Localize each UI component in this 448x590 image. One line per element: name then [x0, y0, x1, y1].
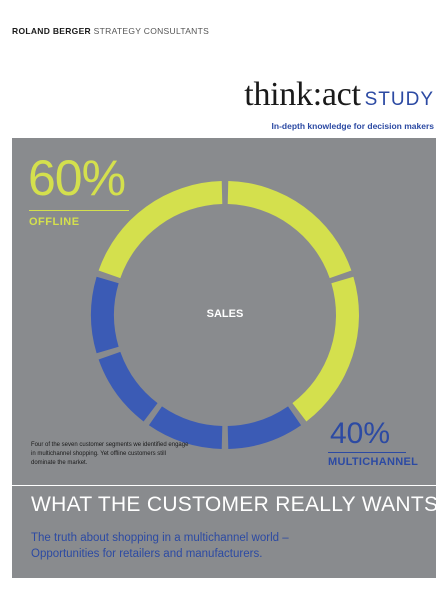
multichannel-percent: 40% — [329, 417, 390, 450]
multichannel-ring-segment — [98, 351, 158, 422]
subtitle-line-1: The truth about shopping in a multichann… — [31, 532, 289, 544]
multichannel-label: MULTICHANNEL — [328, 456, 419, 468]
offline-ring-segment — [98, 181, 223, 279]
multichannel-ring-segment — [91, 276, 119, 354]
brand-name-bold: ROLAND BERGER — [12, 26, 91, 36]
offline-label: OFFLINE — [29, 216, 80, 228]
multichannel-ring-segment — [148, 406, 223, 449]
logo-act: act — [321, 76, 361, 113]
offline-ring-segment — [227, 181, 352, 279]
logo-think: think — [244, 76, 313, 113]
brand-name-light: STRATEGY CONSULTANTS — [93, 26, 210, 36]
offline-rule — [29, 210, 129, 211]
subtitle-line-2: Opportunities for retailers and manufact… — [31, 548, 263, 560]
headline-divider — [12, 485, 436, 486]
offline-ring-segment — [292, 276, 359, 422]
sales-ring-graphic — [91, 181, 359, 449]
headline: WHAT THE CUSTOMER REALLY WANTS — [31, 493, 439, 516]
offline-percent: 60% — [28, 150, 126, 206]
sales-label: SALES — [206, 308, 244, 320]
brand-name: ROLAND BERGER STRATEGY CONSULTANTS — [12, 26, 209, 36]
subtitle: The truth about shopping in a multichann… — [31, 530, 411, 562]
segment-note: Four of the seven customer segments we i… — [31, 442, 189, 466]
multichannel-ring-segment — [227, 406, 302, 449]
think-act-logo: think:act STUDY — [244, 76, 434, 114]
logo-study: STUDY — [364, 89, 434, 110]
cover-panel: 60% OFFLINE SALES Four of the seven cust… — [12, 138, 439, 578]
tagline: In-depth knowledge for decision makers — [271, 121, 434, 131]
logo-colon: : — [312, 76, 322, 113]
multichannel-rule — [328, 452, 406, 453]
